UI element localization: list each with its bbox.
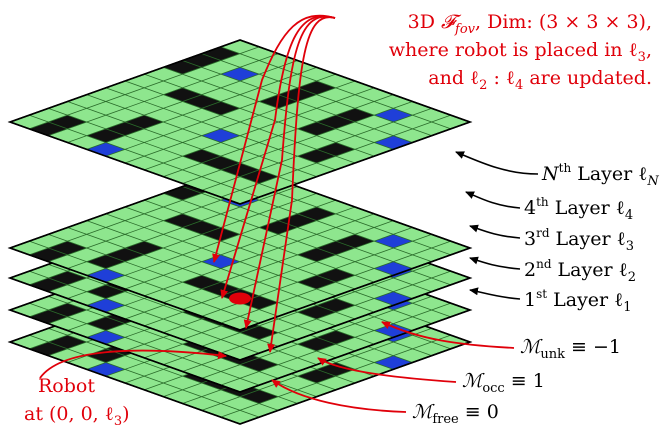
grid-line xyxy=(220,114,451,198)
unknown-cell xyxy=(374,355,413,370)
grid-line xyxy=(220,302,451,386)
grid-line xyxy=(29,114,260,198)
grid-line xyxy=(220,334,451,418)
layer-arrow-2 xyxy=(469,256,521,270)
occupied-cell xyxy=(163,87,202,102)
unknown-arrow xyxy=(381,321,515,349)
occupied-cell xyxy=(48,335,87,349)
grid-line xyxy=(220,270,451,354)
occupied-cell xyxy=(182,94,221,109)
layer-outline xyxy=(7,39,473,205)
robot-label: Robot at (0, 0, ℓ3) xyxy=(24,375,130,429)
unknown-cell xyxy=(374,291,413,306)
unknown-cell xyxy=(374,261,413,276)
occupied-cell xyxy=(163,60,202,75)
grid-line xyxy=(48,327,279,411)
layer-labels: Nth Layer ℓN 4th Layer ℓ4 3rd Layer ℓ3 2… xyxy=(524,161,659,315)
robot-arrow xyxy=(39,349,227,379)
occupied-cell xyxy=(48,303,87,317)
robot-label-line1: Robot xyxy=(38,375,95,397)
grid-layer-n xyxy=(7,39,473,205)
grid-line xyxy=(29,302,260,386)
occupied-cell xyxy=(48,271,87,285)
grid-line xyxy=(220,240,451,324)
occupied-cell xyxy=(29,248,68,262)
robot-label-line2: at (0, 0, ℓ3) xyxy=(24,403,130,429)
occupied-arrow xyxy=(317,357,457,383)
layer-label-n: Nth Layer ℓN xyxy=(541,161,659,189)
layer-arrow-3 xyxy=(469,224,521,239)
legend-occupied: ℳocc ≡ 1 xyxy=(462,370,545,396)
fov-title-line2: where robot is placed in ℓ3, xyxy=(389,39,652,65)
grid-line xyxy=(48,295,279,379)
layer-arrow-1 xyxy=(469,287,521,300)
legend-free: ℳfree ≡ 0 xyxy=(412,401,499,427)
layer-outline xyxy=(7,165,473,331)
occupied-cell xyxy=(201,282,240,296)
occupied-cell xyxy=(297,248,336,262)
grid-line xyxy=(48,263,279,347)
fov-description: 3D 𝓕fov, Dim: (3 × 3 × 3), where robot i… xyxy=(389,11,652,93)
unknown-cell xyxy=(374,323,413,338)
occupied-cell xyxy=(105,248,145,262)
grid-line xyxy=(48,107,279,191)
layer-arrow-n xyxy=(455,151,539,175)
robot-marker xyxy=(229,292,251,305)
grid-layers xyxy=(7,39,473,425)
cell-legend: ℳunk ≡ −1 ℳocc ≡ 1 ℳfree ≡ 0 xyxy=(412,336,621,427)
grid-line xyxy=(29,240,260,324)
fov-arrow-4 xyxy=(267,16,336,353)
layer-label-1: 1st Layer ℓ1 xyxy=(524,287,632,315)
grid-line xyxy=(29,270,260,354)
grid-line xyxy=(29,334,260,418)
layer-label-2: 2nd Layer ℓ2 xyxy=(524,257,636,285)
annotation-arrows xyxy=(39,14,539,413)
layer-label-3: 3rd Layer ℓ3 xyxy=(524,226,634,254)
fov-title-line1: 3D 𝓕fov, Dim: (3 × 3 × 3), xyxy=(408,11,652,37)
fov-arrow-3 xyxy=(243,15,336,329)
layer-label-4: 4th Layer ℓ4 xyxy=(524,195,633,223)
free-arrow xyxy=(271,379,407,413)
legend-unknown: ℳunk ≡ −1 xyxy=(520,336,621,362)
layer-arrow-4 xyxy=(465,191,521,209)
fov-title-line3: and ℓ2 : ℓ4 are updated. xyxy=(428,67,652,93)
